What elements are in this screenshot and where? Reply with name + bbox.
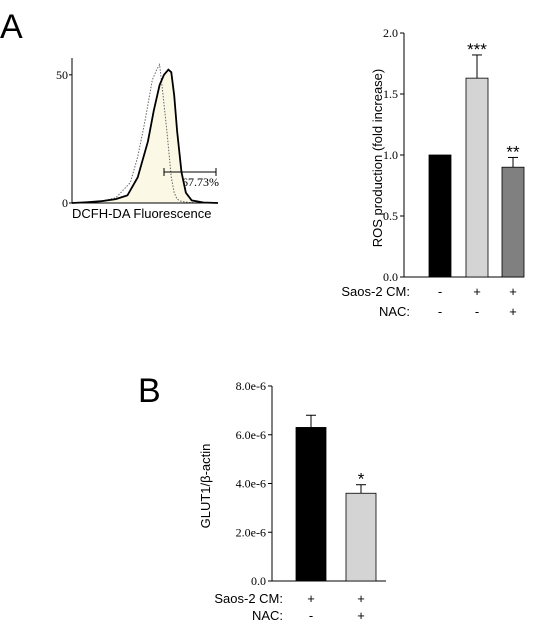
bar — [345, 492, 377, 582]
bar — [428, 154, 452, 278]
y-tick-label: 0.5 — [383, 209, 398, 223]
y-tick-label: 0.0 — [251, 574, 266, 588]
y-tick-label: 2.0e-6 — [236, 525, 266, 539]
significance-marker: ** — [506, 142, 520, 161]
condition-mark: - — [309, 608, 313, 622]
y-tick-label: 8.0e-6 — [236, 379, 266, 393]
condition-label: NAC: — [379, 304, 410, 319]
histogram-series-line — [71, 62, 218, 204]
condition-mark: - — [438, 304, 442, 319]
y-tick-label: 1.0 — [383, 148, 398, 162]
panel-b-label: B — [138, 372, 161, 410]
condition-label: Saos-2 CM: — [214, 591, 283, 606]
histogram-fill-area — [72, 69, 218, 203]
y-tick-label: 4.0e-6 — [236, 477, 266, 491]
glut1-y-label: GLUT1/β-actin — [198, 444, 213, 529]
ros-bar-chart: ROS production (fold increase) 0.0 0.5 1.0… — [341, 26, 525, 319]
panel-a-label: A — [0, 8, 23, 46]
condition-mark: - — [438, 284, 442, 299]
condition-mark: + — [357, 591, 365, 606]
y-tick-label: 6.0e-6 — [236, 428, 266, 442]
condition-mark: + — [473, 284, 481, 299]
bar — [501, 166, 525, 278]
significance-marker: *** — [467, 40, 487, 59]
condition-mark: + — [357, 608, 365, 622]
ros-y-label: ROS production (fold increase) — [370, 69, 385, 247]
condition-label: Saos-2 CM: — [341, 284, 410, 299]
condition-mark: + — [307, 591, 315, 606]
bar — [295, 427, 327, 582]
significance-marker: * — [358, 470, 365, 489]
histogram-series-line — [71, 68, 219, 204]
histogram-x-label: DCFH-DA Fluorescence — [72, 206, 211, 221]
y-tick-label: 2.0 — [383, 26, 398, 40]
condition-mark: + — [509, 284, 517, 299]
y-tick-label: 1.5 — [383, 87, 398, 101]
glut1-bar-chart: GLUT1/β-actin 0.0 2.0e-6 4.0e-6 6.0e-6 8.0e-… — [198, 379, 386, 622]
histogram-panel: DCFH-DA Fluorescence 67.73% 0 50 — [56, 58, 219, 221]
y-tick-label: 0.0 — [383, 270, 398, 284]
histogram-y-tick-label: 0 — [62, 196, 68, 210]
condition-label: NAC: — [252, 608, 283, 622]
histogram-gate-label: 67.73% — [182, 175, 219, 189]
bar — [465, 77, 489, 278]
histogram-y-tick-label: 50 — [56, 68, 68, 82]
condition-mark: - — [475, 304, 479, 319]
condition-mark: + — [509, 304, 517, 319]
